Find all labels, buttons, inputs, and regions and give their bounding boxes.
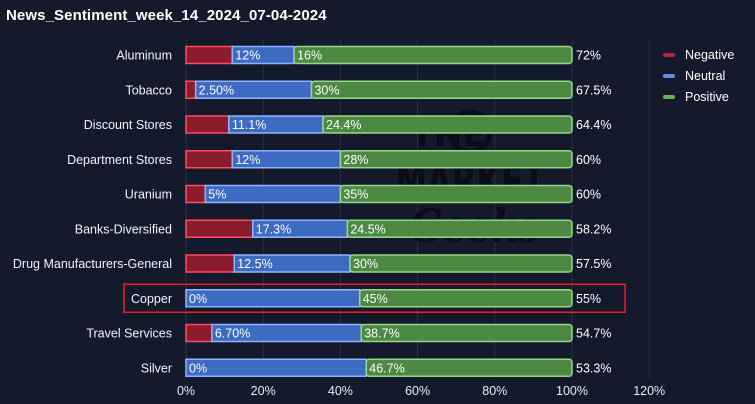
category-label: Silver [141, 361, 172, 375]
x-tick-label: 120% [633, 384, 665, 398]
legend-swatch [663, 94, 675, 99]
bars-layer [123, 45, 626, 377]
x-tick-label: 20% [251, 384, 276, 398]
bar-negative [185, 254, 235, 273]
bar-data-label: 38.7% [364, 327, 399, 341]
category-label: Drug Manufacturers-General [13, 257, 172, 271]
bar-data-label: 11.1% [232, 118, 267, 132]
bar-data-label: 24.5% [350, 222, 385, 236]
axis-layer: 0% 20% 40% 60% 80% 100% 120% [177, 384, 665, 398]
bar-positive [322, 115, 573, 134]
bar-positive [293, 45, 573, 65]
bar-data-label: 0% [189, 361, 207, 375]
bar-negative [185, 45, 234, 65]
legend-swatch [663, 52, 675, 57]
legend: Negative Neutral Positive [663, 44, 734, 107]
legend-label: Neutral [685, 68, 726, 83]
bar-negative [185, 80, 197, 99]
x-tick-label: 100% [556, 384, 588, 398]
bar-positive [360, 323, 573, 343]
bar-positive [339, 184, 573, 204]
bar-data-label: 46.7% [369, 361, 404, 375]
category-label: Banks-Diversified [75, 222, 172, 236]
bar-positive [349, 254, 573, 273]
bar-negative [185, 184, 207, 204]
highlight-box [123, 283, 626, 314]
bar-negative [185, 219, 254, 238]
legend-item[interactable]: Neutral [663, 65, 734, 86]
x-tick-label: 80% [482, 384, 507, 398]
x-tick-label: 60% [405, 384, 430, 398]
bar-data-label: 5% [208, 188, 226, 202]
category-label: Tobacco [125, 83, 172, 97]
grid-layer [185, 40, 650, 378]
bar-data-label: 24.4% [326, 118, 361, 132]
bar-neutral [185, 358, 368, 377]
bar-end-label: 57.5% [576, 257, 611, 271]
category-label: Department Stores [67, 153, 172, 167]
bar-negative [185, 115, 230, 134]
bar-data-label: 35% [343, 188, 368, 202]
category-label: Discount Stores [84, 118, 172, 132]
x-tick-label: 0% [177, 384, 195, 398]
bar-end-label: 55% [576, 292, 601, 306]
bar-end-label: 53.3% [576, 361, 611, 375]
bar-data-label: 16% [297, 49, 322, 63]
bar-neutral [185, 289, 361, 308]
bar-end-label: 64.4% [576, 118, 611, 132]
category-label: Aluminum [116, 49, 172, 63]
bar-end-label: 54.7% [576, 327, 611, 341]
bar-data-label: 2.50% [199, 83, 234, 97]
bar-end-label: 72% [576, 49, 601, 63]
legend-item[interactable]: Positive [663, 86, 734, 107]
legend-label: Positive [685, 89, 729, 104]
bar-data-label: 28% [343, 153, 368, 167]
category-label: Copper [131, 292, 172, 306]
legend-swatch [663, 73, 675, 78]
bar-data-label: 30% [314, 83, 339, 97]
bar-data-label: 6.70% [215, 327, 250, 341]
legend-item[interactable]: Negative [663, 44, 734, 65]
x-tick-label: 40% [328, 384, 353, 398]
bar-end-label: 67.5% [576, 83, 611, 97]
bar-end-label: 60% [576, 188, 601, 202]
bar-data-label: 30% [353, 257, 378, 271]
chart-title: News_Sentiment_week_14_2024_07-04-2024 [6, 7, 327, 24]
bar-data-label: 12.5% [237, 257, 272, 271]
bar-negative [185, 150, 234, 169]
bar-data-label: 45% [363, 292, 388, 306]
category-label: Travel Services [86, 327, 172, 341]
bar-positive [365, 358, 573, 377]
bar-positive [346, 219, 573, 238]
bar-data-label: 12% [235, 49, 260, 63]
bar-positive [358, 289, 573, 308]
bar-data-label: 17.3% [256, 222, 291, 236]
bar-end-label: 58.2% [576, 222, 611, 236]
category-label: Uranium [125, 188, 172, 202]
labels-layer: Aluminum 12% 16% 72% Tobacco 2.50% 30% 67.5% Dis… [13, 49, 612, 376]
legend-label: Negative [685, 47, 735, 62]
bar-data-label: 12% [235, 153, 260, 167]
bar-data-label: 0% [189, 292, 207, 306]
bar-negative [185, 323, 213, 343]
bar-end-label: 60% [576, 153, 601, 167]
bar-positive [339, 150, 573, 169]
bar-positive [310, 80, 573, 99]
